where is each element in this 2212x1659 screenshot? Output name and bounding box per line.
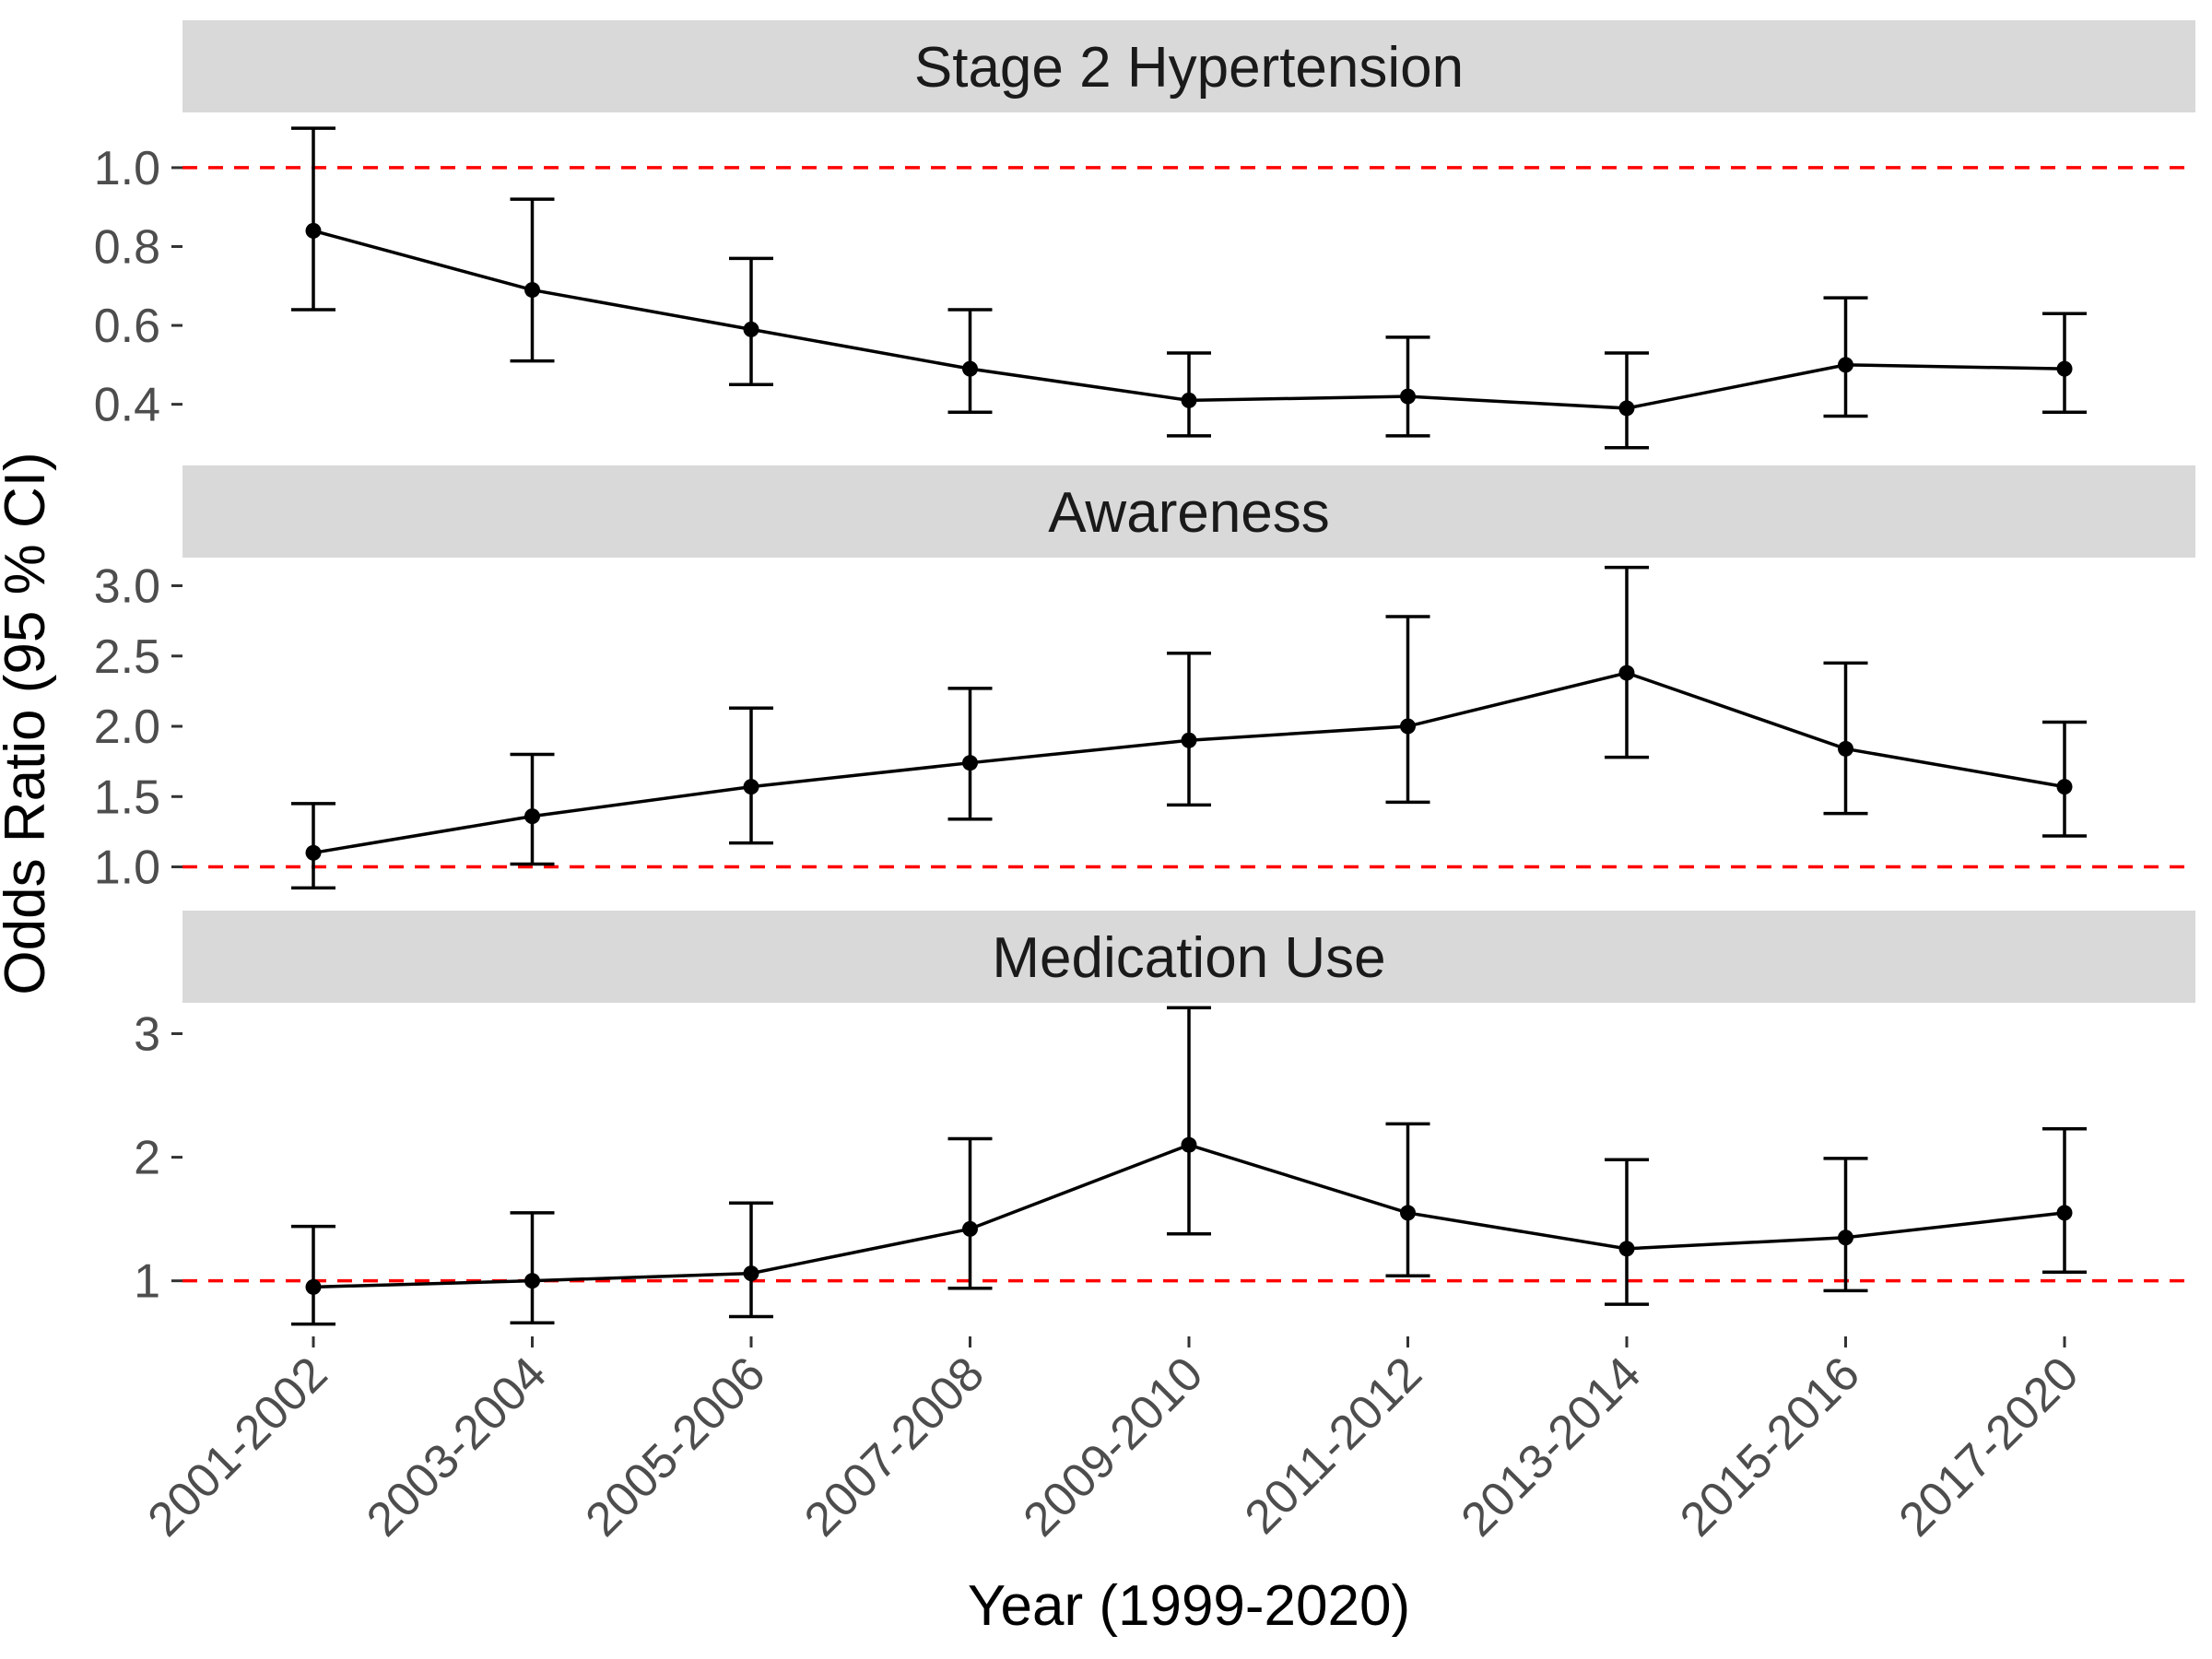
error-bar: [947, 687, 993, 821]
x-tick-label: 2001-2002: [138, 1347, 338, 1547]
data-point: [524, 1273, 540, 1289]
y-tick-label: 2.5: [94, 630, 160, 684]
error-bar: [729, 706, 773, 845]
data-point: [962, 360, 978, 377]
data-point: [1618, 665, 1635, 681]
data-point: [1181, 392, 1197, 408]
panel-strip: [182, 465, 2195, 558]
data-point: [743, 779, 759, 795]
y-tick-label: 3: [134, 1008, 160, 1062]
data-point: [305, 1278, 322, 1295]
error-bar: [947, 1136, 993, 1290]
panel: Awareness 1.0 1.5 2.0 2.5 3.0: [94, 465, 2195, 895]
x-tick-label: 2015-2016: [1670, 1347, 1870, 1547]
data-point: [743, 321, 759, 337]
data-point: [524, 808, 540, 825]
data-point: [1618, 1241, 1635, 1257]
x-tick-label: 2005-2006: [576, 1347, 776, 1547]
error-bar: [1167, 1006, 1211, 1236]
data-point: [1838, 357, 1853, 373]
data-point: [1400, 718, 1416, 735]
error-bar: [510, 197, 555, 363]
data-point: [962, 1220, 978, 1237]
data-point: [1618, 400, 1635, 417]
y-tick-label: 1.5: [94, 771, 160, 824]
x-tick-label: 2009-2010: [1014, 1347, 1214, 1547]
y-tick-label: 3.0: [94, 560, 160, 614]
data-point: [1181, 1136, 1197, 1153]
data-point: [962, 755, 978, 771]
x-tick-label: 2013-2014: [1452, 1347, 1652, 1547]
y-tick-label: 1.0: [94, 841, 160, 895]
x-tick-label: 2007-2008: [794, 1347, 994, 1547]
data-point: [305, 222, 322, 239]
error-bar: [1385, 615, 1430, 805]
error-bar: [947, 308, 993, 414]
panel-title: Stage 2 Hypertension: [914, 36, 1464, 100]
data-point: [305, 844, 322, 861]
error-bar: [729, 256, 773, 387]
data-point: [2056, 360, 2073, 377]
x-tick-label: 2003-2004: [357, 1347, 557, 1547]
y-axis-title: Odds Ratio (95 % CI): [0, 452, 57, 994]
x-tick-label: 2017-2020: [1889, 1347, 2089, 1547]
data-point: [1838, 740, 1853, 757]
data-point: [2056, 1205, 2073, 1221]
panel-strip: [182, 911, 2195, 1003]
data-point: [1400, 388, 1416, 405]
panel: Medication Use 1 2 3: [134, 911, 2195, 1326]
y-tick-label: 2.0: [94, 700, 160, 754]
x-axis: 2001-2002 2003-2004 2005-2006 2007-2008 2009…: [138, 1336, 2089, 1547]
data-point: [2056, 779, 2073, 795]
error-bar: [291, 1224, 335, 1326]
error-bar: [510, 1211, 555, 1325]
y-tick-label: 2: [134, 1132, 160, 1185]
error-bar: [291, 126, 335, 312]
y-tick-label: 1.0: [94, 142, 160, 195]
error-bar: [2042, 1127, 2087, 1275]
chart-panels: Stage 2 Hypertension0.40.60.81.0Awarenes…: [94, 20, 2195, 1326]
y-tick-label: 0.6: [94, 300, 160, 353]
error-bar: [1605, 351, 1649, 450]
y-tick-label: 0.8: [94, 220, 160, 274]
error-bar: [1385, 1122, 1430, 1278]
panel-title: Medication Use: [992, 926, 1385, 990]
data-point: [1400, 1205, 1416, 1221]
error-bar: [1605, 565, 1649, 759]
error-bar: [729, 1201, 773, 1319]
data-point: [1838, 1230, 1853, 1246]
error-bar: [1385, 335, 1430, 438]
panel-strip: [182, 20, 2195, 112]
error-bar: [1823, 661, 1868, 816]
error-bar: [1823, 1157, 1868, 1293]
panel-title: Awareness: [1048, 481, 1330, 545]
y-tick-label: 0.4: [94, 379, 160, 432]
panel: Stage 2 Hypertension 0.4 0.6 0.8 1.0: [94, 20, 2195, 450]
x-axis-title: Year (1999-2020): [968, 1574, 1410, 1638]
y-tick-label: 1: [134, 1255, 160, 1309]
error-bar: [1605, 1158, 1649, 1306]
error-bar: [1167, 651, 1211, 807]
data-point: [1181, 732, 1197, 748]
error-bar: [1823, 296, 1868, 418]
data-point: [524, 282, 540, 299]
x-tick-label: 2011-2012: [1235, 1347, 1432, 1544]
data-point: [743, 1265, 759, 1282]
